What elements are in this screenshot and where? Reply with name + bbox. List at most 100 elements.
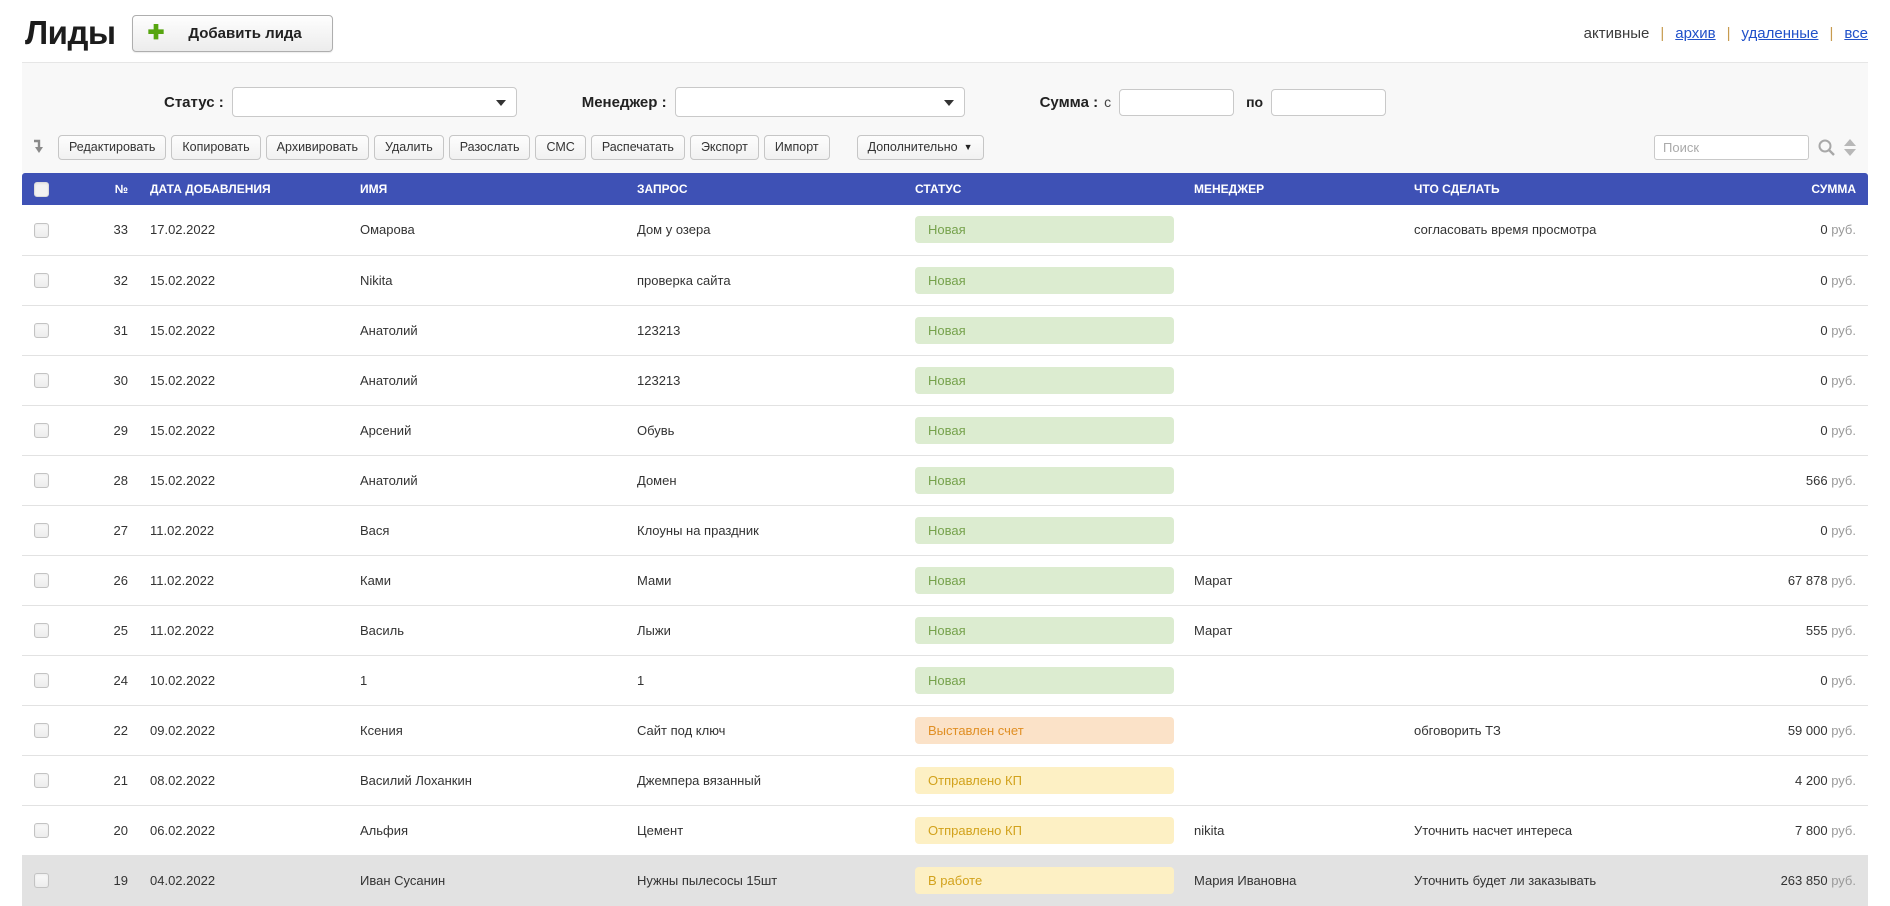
add-lead-button[interactable]: ✚ Добавить лида — [131, 14, 333, 52]
status-select[interactable] — [231, 87, 517, 117]
col-header-sum[interactable]: СУММА — [1721, 173, 1868, 205]
lead-date: 15.02.2022 — [132, 405, 360, 456]
edit-button[interactable]: Редактировать — [58, 134, 167, 160]
table-row[interactable]: 24 10.02.2022 1 1 Новая 0 руб. — [22, 655, 1868, 706]
row-checkbox[interactable] — [34, 673, 49, 689]
table-row[interactable]: 21 08.02.2022 Василий Лоханкин Джемпера … — [22, 755, 1868, 806]
lead-date: 09.02.2022 — [132, 705, 360, 756]
row-checkbox[interactable] — [34, 222, 49, 238]
row-checkbox[interactable] — [34, 273, 49, 289]
table-row[interactable]: 22 09.02.2022 Ксения Сайт под ключ Выста… — [22, 705, 1868, 756]
print-button[interactable]: Распечатать — [590, 134, 685, 160]
manager-select[interactable] — [674, 87, 965, 117]
sort-arrows-icon[interactable] — [1844, 138, 1856, 156]
import-button[interactable]: Импорт — [763, 134, 830, 160]
lead-todo — [1414, 405, 1721, 456]
table-row[interactable]: 27 11.02.2022 Вася Клоуны на праздник Но… — [22, 505, 1868, 556]
arrow-down-icon[interactable] — [30, 138, 48, 156]
more-button[interactable]: Дополнительно ▼ — [856, 134, 984, 160]
lead-request: Нужны пылесосы 15шт — [637, 855, 915, 906]
lead-sum: 4 200 руб. — [1721, 755, 1868, 806]
table-row[interactable]: 30 15.02.2022 Анатолий 123213 Новая 0 ру… — [22, 355, 1868, 406]
mail-button[interactable]: Разослать — [448, 134, 531, 160]
lead-request: Мами — [637, 555, 915, 606]
view-link-archive[interactable]: архив — [1675, 24, 1716, 42]
lead-name: Иван Сусанин — [360, 855, 637, 906]
lead-todo — [1414, 605, 1721, 656]
table-row[interactable]: 25 11.02.2022 Василь Лыжи Новая Марат 55… — [22, 605, 1868, 656]
view-link-deleted[interactable]: удаленные — [1741, 24, 1819, 42]
lead-manager — [1194, 705, 1414, 756]
lead-sum: 0 руб. — [1721, 305, 1868, 356]
table-row[interactable]: 28 15.02.2022 Анатолий Домен Новая 566 р… — [22, 455, 1868, 506]
search-group — [1654, 134, 1868, 160]
row-checkbox[interactable] — [34, 623, 49, 639]
col-header-status[interactable]: СТАТУС — [915, 173, 1194, 205]
lead-number: 20 — [70, 805, 132, 856]
col-header-date[interactable]: ДАТА ДОБАВЛЕНИЯ — [132, 173, 360, 205]
row-checkbox[interactable] — [34, 723, 49, 739]
status-badge: Новая — [915, 316, 1174, 344]
status-badge: Новая — [915, 516, 1174, 544]
filter-panel: Статус : Менеджер : Сумма : с по Редакти… — [22, 62, 1868, 173]
sms-button[interactable]: СМС — [535, 134, 586, 160]
lead-manager: Мария Ивановна — [1194, 855, 1414, 906]
table-row[interactable]: 31 15.02.2022 Анатолий 123213 Новая 0 ру… — [22, 305, 1868, 356]
row-checkbox[interactable] — [34, 573, 49, 589]
lead-request: проверка сайта — [637, 255, 915, 306]
lead-sum: 59 000 руб. — [1721, 705, 1868, 756]
lead-request: Джемпера вязанный — [637, 755, 915, 806]
row-checkbox[interactable] — [34, 323, 49, 339]
lead-manager — [1194, 505, 1414, 556]
search-input[interactable] — [1654, 134, 1809, 160]
col-header-request[interactable]: ЗАПРОС — [637, 173, 915, 205]
status-badge: Новая — [915, 266, 1174, 294]
lead-manager — [1194, 755, 1414, 806]
row-checkbox[interactable] — [34, 523, 49, 539]
col-header-number[interactable]: № — [70, 173, 132, 205]
lead-sum: 0 руб. — [1721, 655, 1868, 706]
lead-todo — [1414, 305, 1721, 356]
table-row[interactable]: 20 06.02.2022 Альфия Цемент Отправлено К… — [22, 805, 1868, 856]
lead-date: 06.02.2022 — [132, 805, 360, 856]
lead-request: Обувь — [637, 405, 915, 456]
view-separator: | — [1726, 24, 1731, 42]
table-row[interactable]: 19 04.02.2022 Иван Сусанин Нужны пылесос… — [22, 855, 1868, 906]
lead-number: 27 — [70, 505, 132, 556]
table-header-row: № ДАТА ДОБАВЛЕНИЯ ИМЯ ЗАПРОС СТАТУС МЕНЕ… — [22, 173, 1868, 205]
table-row[interactable]: 29 15.02.2022 Арсений Обувь Новая 0 руб. — [22, 405, 1868, 456]
page-title: Лиды — [25, 14, 116, 51]
sum-to-input[interactable] — [1271, 88, 1387, 116]
search-icon[interactable] — [1817, 138, 1836, 157]
row-checkbox[interactable] — [34, 773, 49, 789]
row-checkbox[interactable] — [34, 473, 49, 489]
col-header-name[interactable]: ИМЯ — [360, 173, 637, 205]
copy-button[interactable]: Копировать — [171, 134, 261, 160]
table-row[interactable]: 26 11.02.2022 Ками Мами Новая Марат 67 8… — [22, 555, 1868, 606]
sum-from-input[interactable] — [1119, 88, 1235, 116]
lead-date: 17.02.2022 — [132, 205, 360, 256]
status-badge: Новая — [915, 416, 1174, 444]
table-row[interactable]: 32 15.02.2022 Nikita проверка сайта Нова… — [22, 255, 1868, 306]
row-checkbox[interactable] — [34, 873, 49, 889]
table-row[interactable]: 33 17.02.2022 Омарова Дом у озера Новая … — [22, 205, 1868, 256]
sum-from-label: с — [1104, 94, 1112, 110]
export-button[interactable]: Экспорт — [689, 134, 759, 160]
row-checkbox[interactable] — [34, 423, 49, 439]
row-checkbox[interactable] — [34, 373, 49, 389]
filter-row: Статус : Менеджер : Сумма : с по — [22, 63, 1868, 127]
lead-request: Лыжи — [637, 605, 915, 656]
delete-button[interactable]: Удалить — [374, 134, 444, 160]
archive-button[interactable]: Архивировать — [265, 134, 369, 160]
lead-todo — [1414, 505, 1721, 556]
select-all-checkbox[interactable] — [34, 181, 49, 197]
lead-request: Сайт под ключ — [637, 705, 915, 756]
lead-name: Омарова — [360, 205, 637, 256]
row-checkbox[interactable] — [34, 823, 49, 839]
col-header-todo[interactable]: ЧТО СДЕЛАТЬ — [1414, 173, 1721, 205]
col-header-manager[interactable]: МЕНЕДЖЕР — [1194, 173, 1414, 205]
lead-name: Арсений — [360, 405, 637, 456]
view-link-active[interactable]: активные — [1583, 24, 1650, 42]
view-link-all[interactable]: все — [1844, 24, 1868, 42]
lead-number: 19 — [70, 855, 132, 906]
